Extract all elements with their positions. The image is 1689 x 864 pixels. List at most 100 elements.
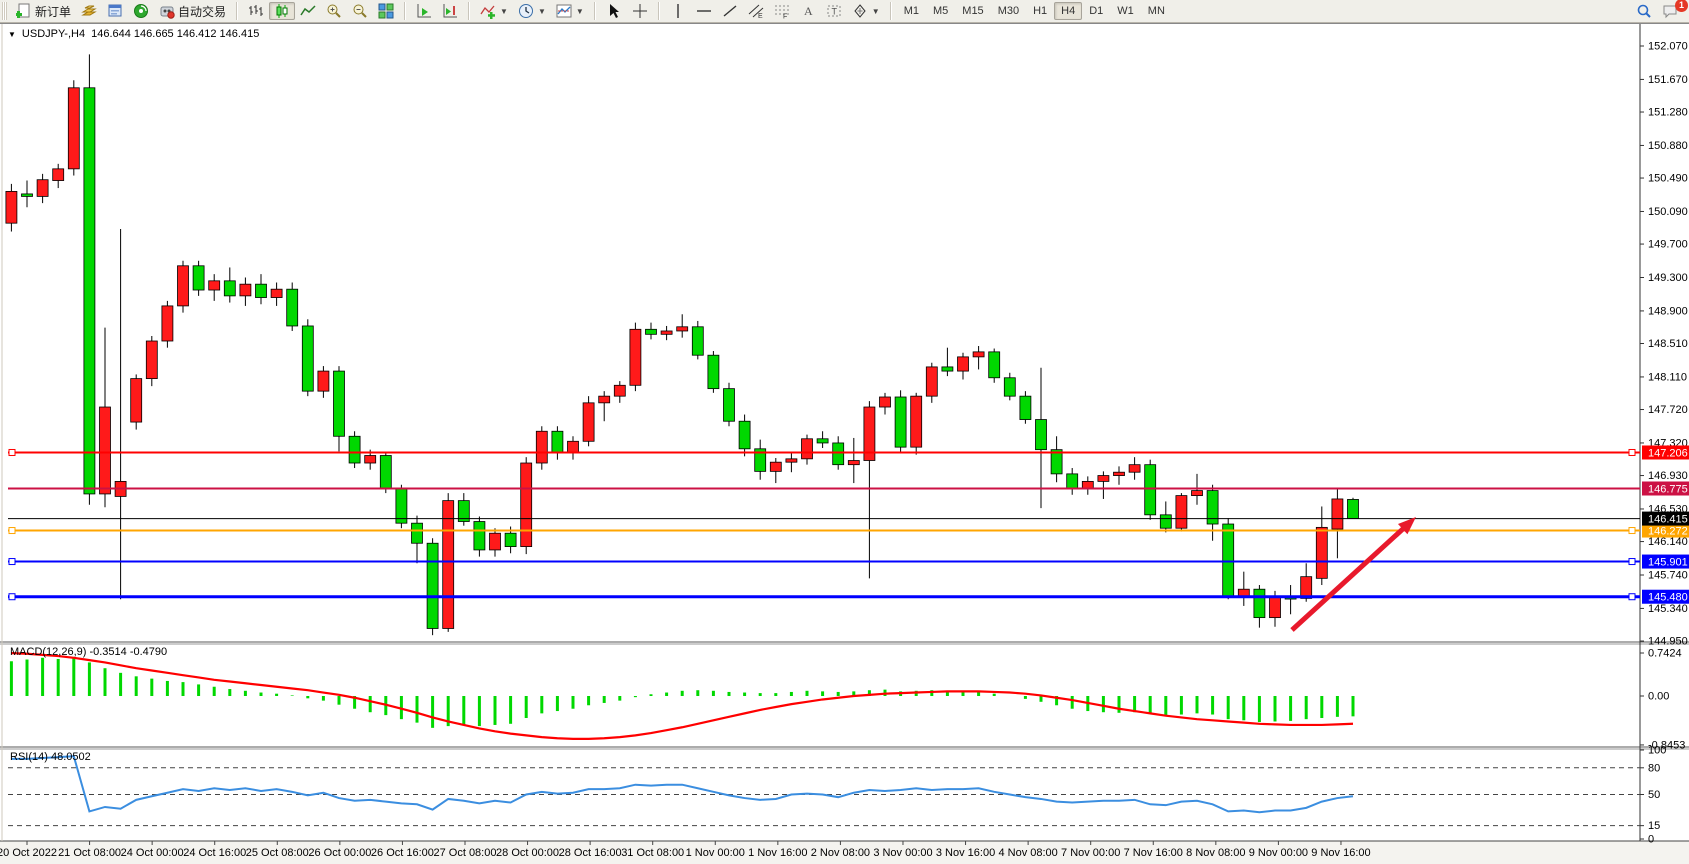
candle-body [1035,419,1047,451]
price-chart-canvas[interactable]: 152.070151.670151.280150.880150.490150.0… [0,24,1689,864]
bars-chart-icon [248,3,264,19]
hline-handle[interactable] [1628,527,1636,535]
hline-handle[interactable] [8,527,16,535]
notifications-button[interactable]: 1 [1657,0,1688,20]
trendline-button[interactable] [717,2,743,20]
hline-handle[interactable] [8,558,16,566]
rsi-tick-label: 100 [1648,745,1666,757]
cursor-icon [606,3,622,19]
tile-icon [378,3,394,19]
candle-body [67,87,80,170]
timeframe-h4-button[interactable]: H4 [1054,2,1083,20]
candle-body [208,280,221,291]
crosshair-button[interactable] [627,2,653,20]
hline-handle[interactable] [1628,593,1636,601]
timeframe-h1-button[interactable]: H1 [1033,5,1048,17]
line-chart-button[interactable] [295,2,321,20]
vertical-line-button[interactable] [665,2,691,20]
time-tick-label: 28 Oct 16:00 [559,847,622,859]
price-tick-label: 145.740 [1648,569,1688,581]
dropdown-arrow-icon[interactable]: ▼ [575,6,584,16]
hline-handle[interactable] [8,448,16,456]
community-button[interactable] [128,2,154,20]
candle-body [957,356,969,372]
trend-arrow-line[interactable] [1290,524,1408,632]
timeframe-w1-button[interactable]: W1 [1117,5,1134,17]
text-button[interactable]: A [795,2,821,20]
gold-button[interactable] [76,2,102,20]
tile-windows-button[interactable] [373,2,399,20]
time-tick-label: 27 Oct 08:00 [433,847,496,859]
cursor-button[interactable] [601,2,627,20]
indicators-button[interactable]: ▼ [475,2,513,20]
dropdown-arrow-icon[interactable]: ▼ [871,6,880,16]
template-icon [556,3,572,19]
hline-handle[interactable] [1628,558,1636,566]
timeframe-m5-button[interactable]: M5 [933,5,949,17]
candle-body [1066,473,1079,489]
trend-arrow-head[interactable] [1397,517,1416,535]
new-order-button[interactable]: 新订单 [11,2,76,20]
price-tick-label: 148.110 [1648,371,1687,383]
hline-icon [696,3,712,19]
candle-body [645,328,657,335]
bid-price-tag [1642,511,1689,526]
time-tick-label: 26 Oct 16:00 [371,847,434,859]
chart-shift-button[interactable] [437,2,463,20]
periods-button[interactable]: ▼ [513,2,551,20]
time-axis-background [0,841,1689,864]
dropdown-arrow-icon[interactable]: ▼ [500,6,508,16]
horizontal-line-button[interactable] [691,2,717,20]
zoom-out-icon [352,3,368,19]
hline-price-tag [1642,554,1689,569]
candle-body [1113,471,1125,476]
candle-body [457,500,470,522]
chart-collapse-icon[interactable]: ▼ [8,29,16,39]
price-tick-label: 146.930 [1648,470,1688,482]
timeframe-m15-button[interactable]: M15 [962,5,984,17]
price-tick-label: 148.900 [1648,305,1688,317]
time-tick-label: 7 Nov 00:00 [1061,847,1120,859]
indicators-icon [480,3,496,19]
shapes-button[interactable]: ▼ [847,2,885,20]
candle-body [972,351,985,358]
new-order-button-label: 新订单 [35,4,72,19]
text-label-button[interactable]: T [821,2,847,20]
fibonacci-button[interactable]: F [769,2,795,20]
zoom-out-button[interactable] [347,2,373,20]
chart-title: ▼ USDJPY-,H4 146.644 146.665 146.412 146… [8,28,259,40]
zoom-in-button[interactable] [321,2,347,20]
hline-handle[interactable] [1628,448,1636,456]
timeframe-m1-button[interactable]: M1 [903,5,919,17]
rsi-line [11,755,1354,814]
chart-ohlc-values: 146.644 146.665 146.412 146.415 [91,28,260,40]
macd-tick-label: -0.8453 [1648,739,1685,751]
timeframe-mn-button[interactable]: MN [1147,5,1165,17]
timeframe-m30-button[interactable]: M30 [997,5,1020,17]
autotrading-button[interactable]: 自动交易 [154,2,231,20]
timeframe-d1-button[interactable]: D1 [1089,5,1104,17]
candle-body [879,396,891,408]
candle-body [754,448,767,472]
templates-button[interactable]: ▼ [551,2,589,20]
candle-body [301,325,314,392]
chart-background [0,24,1689,864]
candle-body [801,438,813,460]
search-button[interactable] [1631,2,1657,20]
candle-body [286,288,299,327]
svg-text:E: E [758,13,763,19]
time-tick-label: 9 Nov 00:00 [1249,847,1308,859]
candle-body [660,330,673,335]
price-tick-label: 149.700 [1648,239,1688,251]
auto-scroll-button[interactable] [411,2,437,20]
time-tick-label: 24 Oct 16:00 [183,847,246,859]
candle-body [223,280,236,297]
hline-handle[interactable] [8,593,16,601]
bar-chart-button[interactable] [243,2,269,20]
terminal-button[interactable] [102,2,128,20]
candle-chart-button[interactable] [269,2,296,20]
dropdown-arrow-icon[interactable]: ▼ [537,6,546,16]
vline-icon [670,3,686,19]
channel-button[interactable]: E [743,2,769,20]
candle-body [1050,449,1063,475]
